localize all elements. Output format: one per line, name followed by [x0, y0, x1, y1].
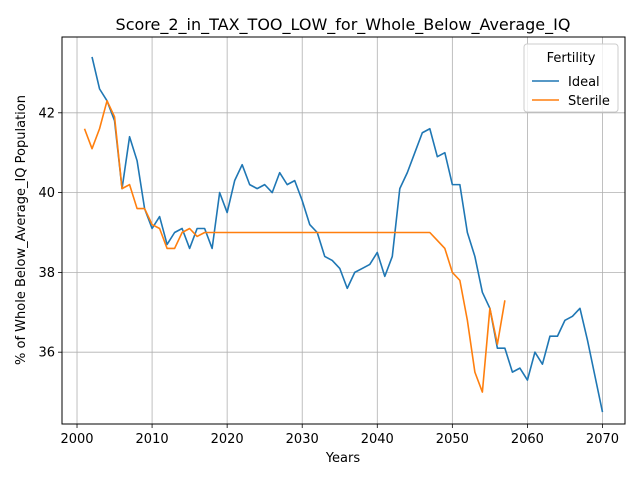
x-tick-label: 2030: [286, 432, 319, 447]
x-tick-label: 2050: [436, 432, 469, 447]
legend-label-sterile: Sterile: [568, 94, 610, 109]
legend-box: [523, 43, 619, 113]
x-tick-label: 2000: [60, 432, 93, 447]
series-line-sterile: [83, 100, 506, 393]
chart-title: Score_2_in_TAX_TOO_LOW_for_Whole_Below_A…: [116, 15, 571, 35]
y-tick-label: 36: [38, 346, 55, 361]
x-axis-ticks: 2000 2010 2020 2030 2040 2050 2060 2070: [60, 424, 619, 447]
series-lines: [83, 56, 604, 413]
series-line-ideal: [91, 56, 604, 413]
x-tick-label: 2070: [586, 432, 619, 447]
y-tick-label: 40: [38, 186, 55, 201]
legend-title: Fertility: [547, 51, 596, 66]
legend-label-ideal: Ideal: [568, 75, 600, 90]
y-axis-ticks: 36 38 40 42: [38, 106, 62, 361]
x-tick-label: 2040: [361, 432, 394, 447]
y-tick-label: 38: [38, 266, 55, 281]
grid: [62, 37, 625, 424]
legend: Fertility Ideal Sterile: [523, 43, 619, 113]
x-tick-label: 2060: [511, 432, 544, 447]
x-tick-label: 2010: [136, 432, 169, 447]
x-axis-label: Years: [325, 451, 361, 466]
y-tick-label: 42: [38, 106, 55, 121]
plot-area-frame: [61, 36, 626, 425]
x-tick-label: 2020: [211, 432, 244, 447]
y-axis-label: % of Whole Below_Average_IQ Population: [14, 95, 29, 365]
